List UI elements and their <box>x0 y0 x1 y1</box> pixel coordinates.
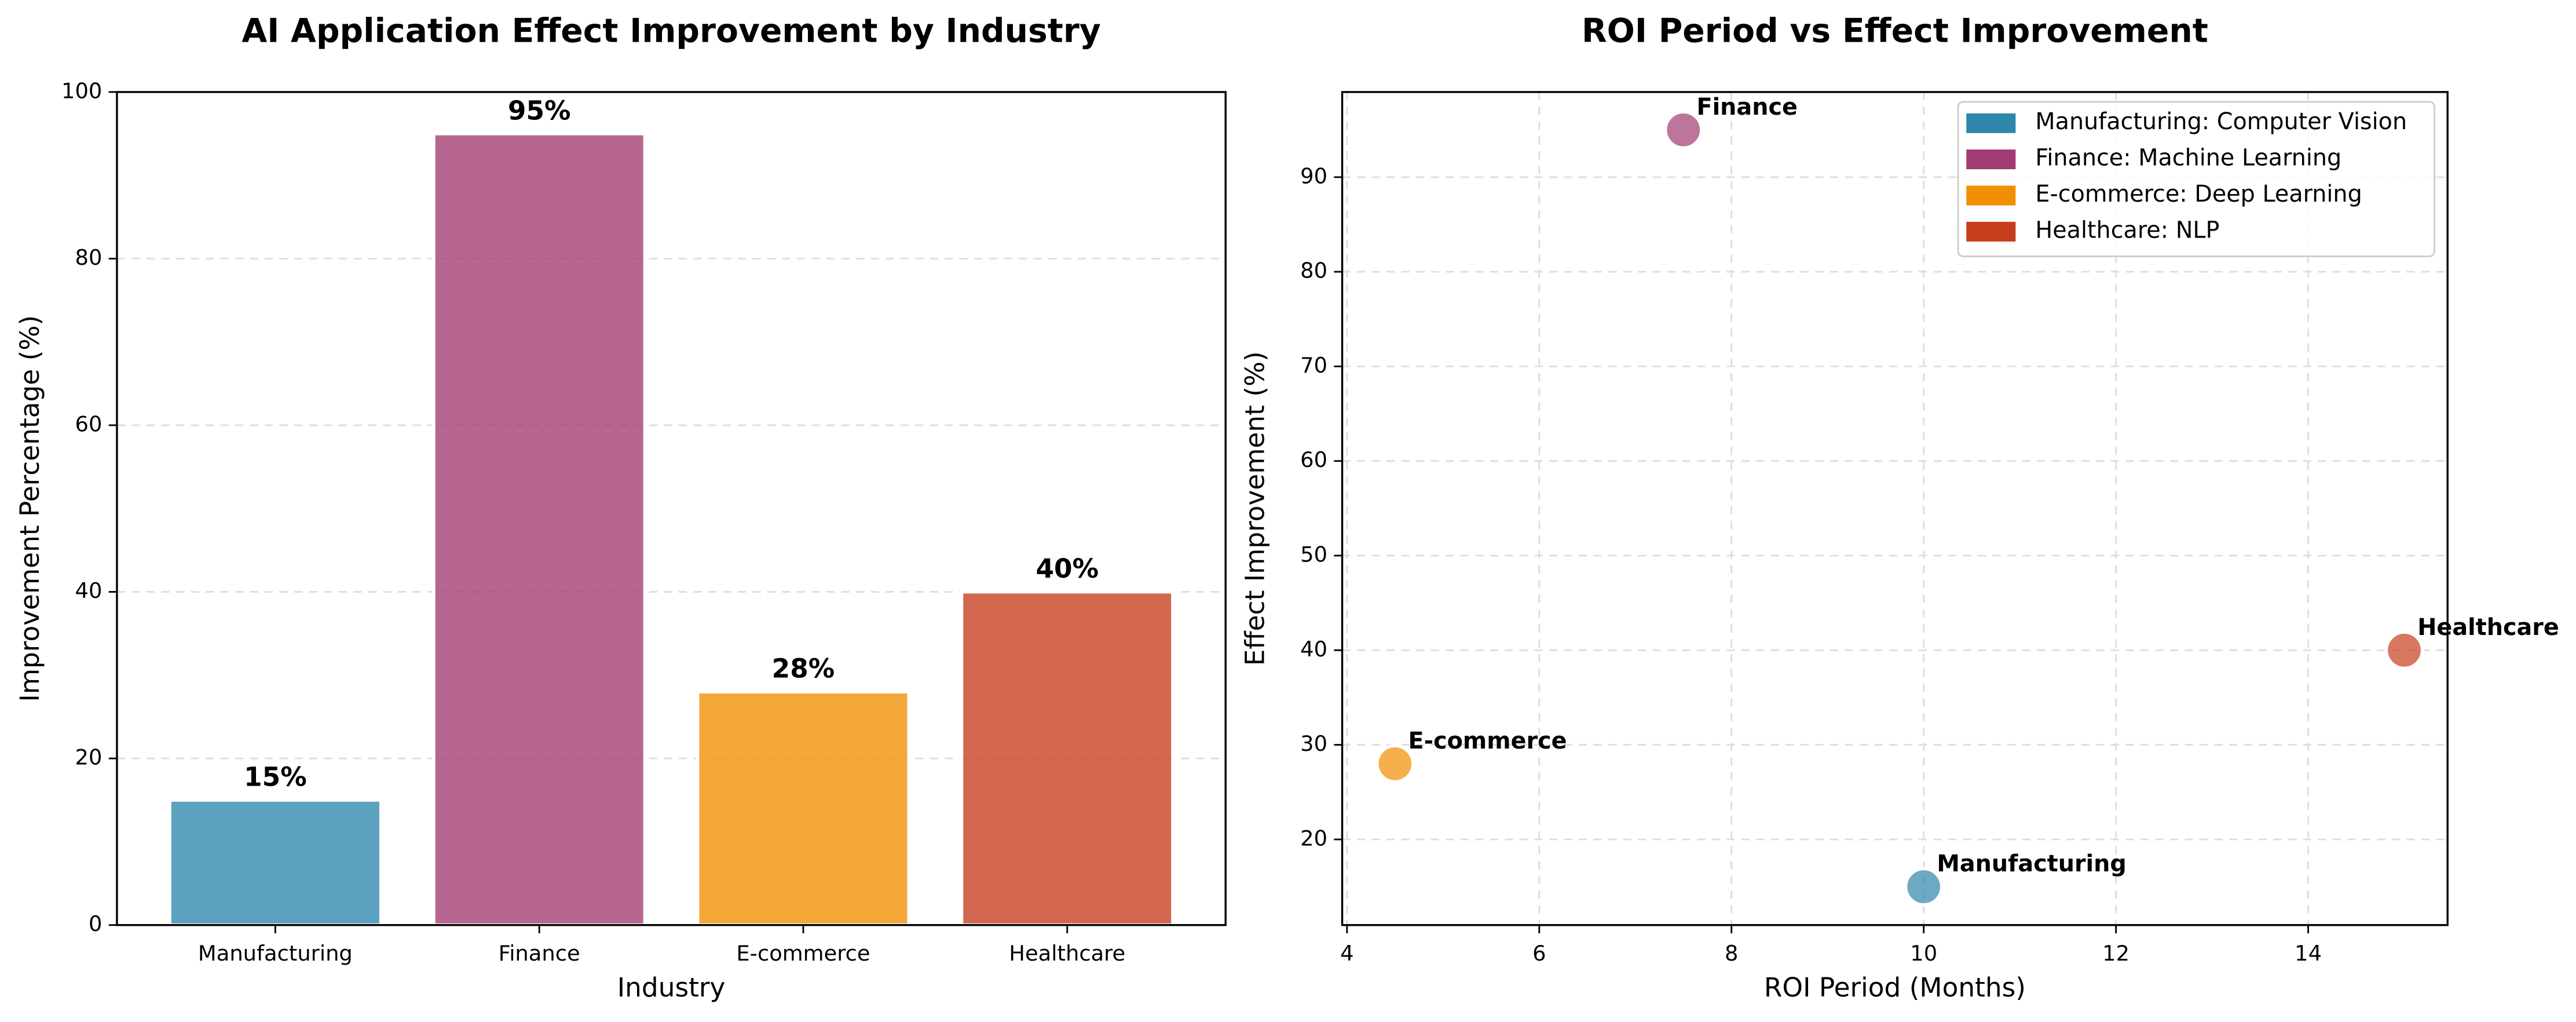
point-annotation: Manufacturing <box>1937 851 2126 877</box>
legend-swatch <box>1966 221 2016 242</box>
y-tick-label: 40 <box>75 578 102 603</box>
scatter-point <box>1904 867 1944 907</box>
x-tick-label: 6 <box>1532 941 1546 966</box>
point-annotation: Healthcare <box>2417 614 2559 641</box>
legend-swatch <box>1966 185 2016 206</box>
point-annotation: Finance <box>1696 94 1797 121</box>
legend-swatch <box>1966 113 2016 133</box>
y-tick-label: 80 <box>75 245 102 270</box>
value-label: 95% <box>508 95 571 126</box>
legend-label: Finance: Machine Learning <box>2035 145 2341 171</box>
y-tick-label: 60 <box>75 411 102 436</box>
plot-frame <box>1341 91 2449 926</box>
y-tick-label: 70 <box>1300 353 1327 378</box>
bar <box>432 132 647 927</box>
bar <box>168 798 383 927</box>
chart-title: AI Application Effect Improvement by Ind… <box>241 12 1101 50</box>
x-axis-label: ROI Period (Months) <box>1764 972 2026 1003</box>
scatter-point <box>2384 630 2424 670</box>
y-tick-label: 100 <box>61 78 102 103</box>
legend-label: Manufacturing: Computer Vision <box>2035 108 2407 135</box>
plot-frame <box>116 91 1227 926</box>
y-axis-label: Effect Improvement (%) <box>1240 351 1271 666</box>
y-tick-label: 50 <box>1300 542 1327 567</box>
y-tick-label: 90 <box>1300 163 1327 188</box>
y-tick-label: 60 <box>1300 447 1327 472</box>
x-tick-label: 8 <box>1725 941 1738 966</box>
y-axis-label: Improvement Percentage (%) <box>14 315 45 702</box>
legend-frame <box>1957 101 2435 257</box>
y-tick-label: 20 <box>75 745 102 770</box>
value-label: 40% <box>1035 553 1099 584</box>
value-label: 28% <box>772 654 835 684</box>
x-axis-label: Industry <box>617 972 726 1003</box>
legend: Manufacturing: Computer Vision Finance: M… <box>1957 101 2435 257</box>
chart-title: ROI Period vs Effect Improvement <box>1582 12 2208 50</box>
y-tick-label: 0 <box>89 911 102 936</box>
y-tick-label: 30 <box>1300 731 1327 756</box>
x-tick-label: E-commerce <box>736 941 870 966</box>
x-tick-label: 10 <box>1910 941 1937 966</box>
x-tick-label: 4 <box>1340 941 1353 966</box>
x-tick-label: Finance <box>499 941 580 966</box>
x-tick-label: Manufacturing <box>198 941 353 966</box>
legend-swatch <box>1966 149 2016 170</box>
scatter-point <box>1663 110 1703 150</box>
y-tick-label: 40 <box>1300 637 1327 662</box>
point-annotation: E-commerce <box>1408 728 1567 754</box>
x-tick-label: 14 <box>2295 941 2322 966</box>
x-tick-label: Healthcare <box>1009 941 1125 966</box>
y-tick-label: 20 <box>1300 826 1327 851</box>
bar <box>696 690 911 927</box>
x-tick-label: 12 <box>2102 941 2129 966</box>
scatter-point <box>1375 744 1415 784</box>
legend-label: E-commerce: Deep Learning <box>2035 181 2362 207</box>
bar <box>960 590 1174 927</box>
value-label: 15% <box>244 762 307 793</box>
legend-label: Healthcare: NLP <box>2035 217 2219 243</box>
y-tick-label: 80 <box>1300 258 1327 283</box>
